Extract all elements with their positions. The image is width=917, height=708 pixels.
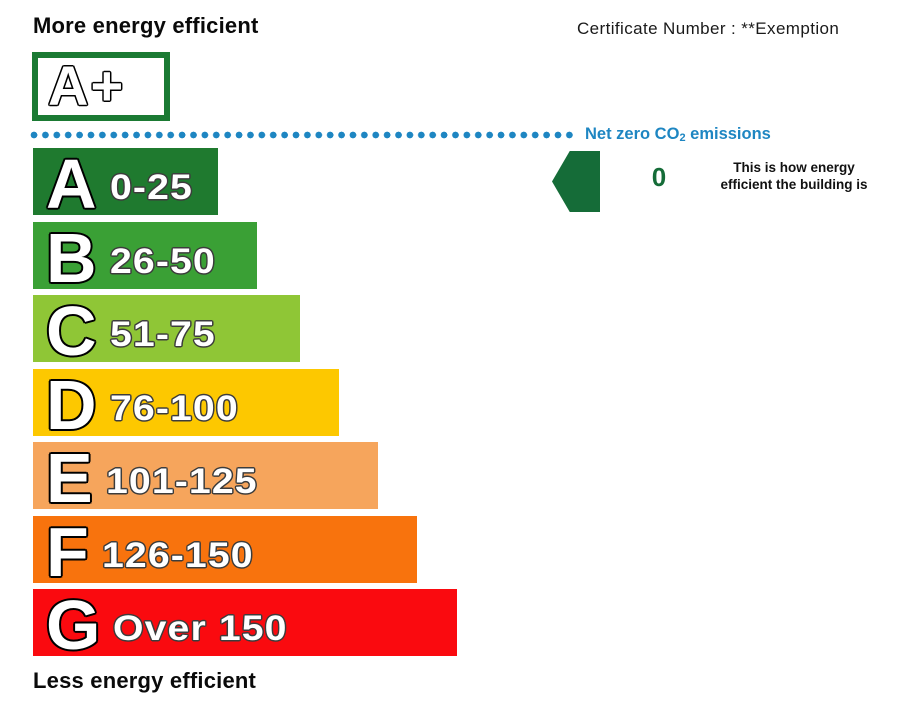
band-letter: E	[46, 439, 93, 517]
pointer-caption-line2: efficient the building is	[720, 177, 868, 192]
certificate-number-label: Certificate Number : **Exemption	[577, 19, 840, 38]
net-zero-co2-subscript: 2	[679, 132, 686, 144]
band-letter: G	[46, 586, 101, 664]
net-zero-dotted-line	[30, 131, 576, 139]
pointer-caption-line1: This is how energy	[733, 160, 855, 175]
band-range: 0-25	[109, 168, 193, 207]
net-zero-text-prefix: Net zero CO	[585, 125, 680, 143]
rating-pointer-arrow-icon	[552, 151, 600, 212]
band-row-e: E 101-125	[33, 439, 378, 517]
band-row-d: D 76-100	[33, 366, 339, 444]
band-letter: B	[46, 219, 97, 297]
band-letter: F	[46, 513, 89, 591]
band-letter: A	[46, 145, 97, 223]
band-letter: D	[46, 366, 97, 444]
more-energy-efficient-label: More energy efficient	[33, 13, 259, 38]
less-energy-efficient-label: Less energy efficient	[33, 668, 257, 693]
band-range: 76-100	[109, 389, 239, 428]
band-range: Over 150	[113, 609, 289, 648]
rating-value: 0	[651, 162, 667, 192]
band-row-f: F 126-150	[33, 513, 417, 591]
band-row-g: G Over 150	[33, 586, 457, 664]
band-range: 126-150	[101, 536, 254, 575]
band-row-c: C 51-75	[33, 292, 300, 370]
band-row-a: A 0-25	[33, 145, 218, 223]
band-range: 51-75	[109, 315, 216, 354]
band-row-b: B 26-50	[33, 219, 257, 297]
a-plus-badge: A+	[32, 52, 170, 121]
a-plus-badge-label: A+	[48, 54, 126, 117]
pointer-caption: This is how energy efficient the buildin…	[702, 159, 886, 193]
band-range: 101-125	[105, 462, 258, 501]
band-letter: C	[46, 292, 97, 370]
band-range: 26-50	[109, 242, 216, 281]
net-zero-emissions-label: Net zero CO2 emissions	[585, 125, 771, 144]
net-zero-text-suffix: emissions	[685, 125, 771, 143]
